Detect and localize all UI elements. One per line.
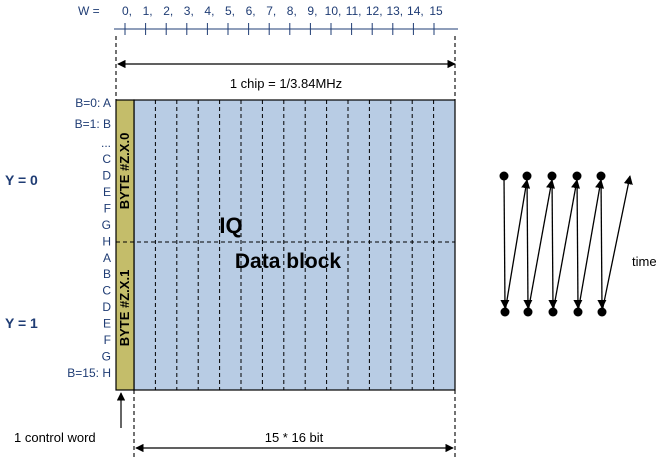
zigzag-top-dot bbox=[499, 171, 509, 181]
y-label-0: Y = 0 bbox=[5, 172, 38, 188]
row-label: A bbox=[103, 251, 111, 265]
data-block-area bbox=[133, 99, 456, 391]
row-label: H bbox=[102, 234, 111, 248]
w-tick-label: 7, bbox=[266, 4, 276, 18]
row-label: B=0: A bbox=[75, 96, 111, 110]
row-label: C bbox=[102, 152, 111, 166]
zigzag-down-line bbox=[573, 175, 583, 309]
time-sequence-zigzag bbox=[499, 171, 633, 317]
w-tick-label: 6, bbox=[246, 4, 256, 18]
w-tick-label: 5, bbox=[225, 4, 235, 18]
data-width-label: 15 * 16 bit bbox=[265, 430, 324, 445]
w-tick-label: 3, bbox=[184, 4, 194, 18]
w-tick-label: 14, bbox=[407, 4, 424, 18]
zigzag-up-line bbox=[577, 179, 605, 313]
zigzag-bottom-dot bbox=[548, 307, 558, 317]
zigzag-bottom-dot bbox=[597, 307, 607, 317]
zigzag-top-dot bbox=[547, 171, 557, 181]
zigzag-down-line bbox=[597, 175, 607, 309]
zigzag-top-dot bbox=[596, 171, 606, 181]
row-label: F bbox=[104, 201, 111, 215]
control-word-column bbox=[115, 99, 135, 391]
w-tick-label: 10, bbox=[325, 4, 342, 18]
row-label: E bbox=[103, 317, 111, 331]
zigzag-up-line bbox=[504, 179, 531, 313]
w-tick-label: 13, bbox=[386, 4, 403, 18]
w-tick-label: 8, bbox=[287, 4, 297, 18]
w-tick-label: 2, bbox=[163, 4, 173, 18]
row-label: D bbox=[102, 300, 111, 314]
row-label: B=1: B bbox=[75, 117, 111, 131]
zigzag-up-line bbox=[552, 179, 581, 313]
w-tick-label: 0, bbox=[122, 4, 132, 18]
w-axis-label: W = bbox=[78, 4, 100, 18]
zigzag-down-line bbox=[548, 175, 558, 309]
zigzag-top-dot bbox=[522, 171, 532, 181]
w-tick-label: 15 bbox=[429, 4, 443, 18]
column-dividers bbox=[154, 100, 435, 390]
chip-dimension: 1 chip = 1/3.84MHz bbox=[117, 59, 456, 91]
row-label: G bbox=[102, 218, 111, 232]
row-label: B bbox=[103, 267, 111, 281]
chip-label: 1 chip = 1/3.84MHz bbox=[230, 76, 342, 91]
w-tick-label: 11, bbox=[346, 4, 362, 18]
byte-label-0: BYTE #Z.X.0 bbox=[117, 133, 132, 210]
w-axis-ticks: 0, 1, 2, 3, 4, 5, 6, 7, 8, 9, 10, 11, 12, 13, 14, 15 bbox=[122, 4, 443, 35]
control-word-label: 1 control word bbox=[14, 430, 96, 445]
w-axis: W = 0, 1, 2, 3, 4, 5, 6, 7, 8, 9, 10, 11, 12, 13, 14, 1… bbox=[78, 4, 458, 35]
zigzag-top-dot bbox=[572, 171, 582, 181]
zigzag-up-line bbox=[527, 179, 556, 313]
w-tick-label: 12, bbox=[366, 4, 383, 18]
zigzag-down-line bbox=[523, 175, 533, 309]
byte-label-1: BYTE #Z.X.1 bbox=[117, 270, 132, 347]
y-label-1: Y = 1 bbox=[5, 315, 38, 331]
row-label: ... bbox=[101, 136, 111, 150]
zigzag-bottom-dot bbox=[523, 307, 533, 317]
row-label: B=15: H bbox=[67, 366, 111, 380]
zigzag-bottom-dot bbox=[500, 307, 510, 317]
row-label: D bbox=[102, 168, 111, 182]
w-tick-label: 1, bbox=[143, 4, 153, 18]
w-tick-label: 4, bbox=[204, 4, 214, 18]
row-label: C bbox=[102, 284, 111, 298]
zigzag-down-line bbox=[500, 175, 510, 309]
block-subtitle: Data block bbox=[235, 250, 342, 273]
time-label: time bbox=[632, 254, 657, 269]
row-label: G bbox=[102, 350, 111, 364]
zigzag-bottom-dot bbox=[573, 307, 583, 317]
w-tick-label: 9, bbox=[307, 4, 317, 18]
row-label: F bbox=[104, 333, 111, 347]
block-title: IQ bbox=[219, 213, 242, 238]
data-block: BYTE #Z.X.0 BYTE #Z.X.1 IQ Data block bbox=[115, 99, 456, 391]
row-label: E bbox=[103, 185, 111, 199]
zigzag-up-line bbox=[601, 175, 633, 313]
